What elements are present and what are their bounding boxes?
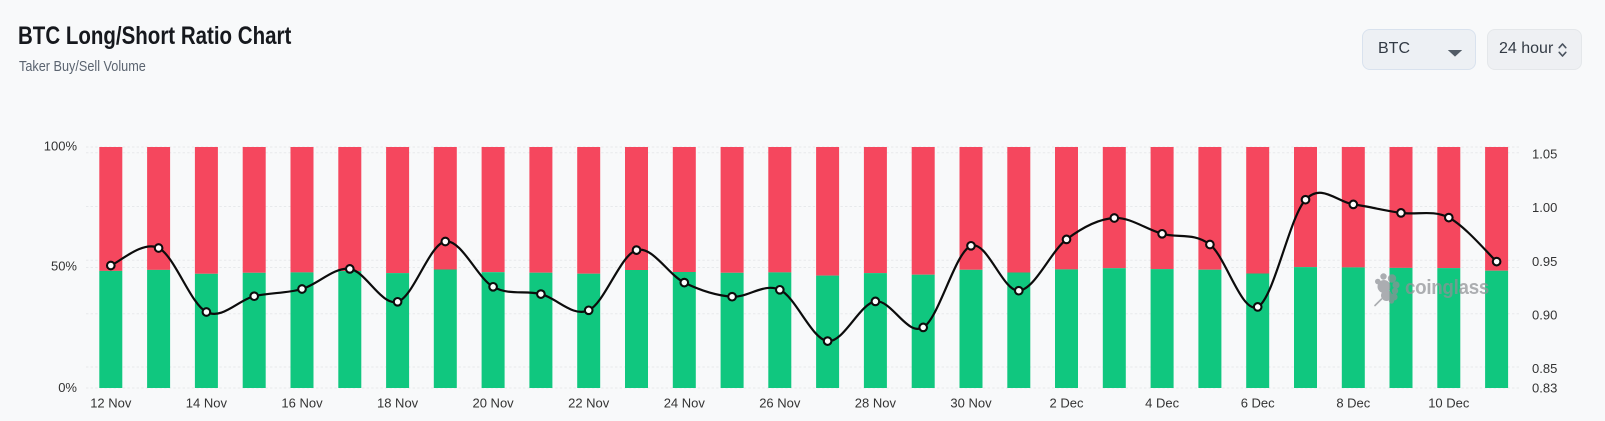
svg-text:0.83: 0.83 bbox=[1532, 380, 1557, 395]
svg-text:0.85: 0.85 bbox=[1532, 361, 1557, 376]
svg-text:6 Dec: 6 Dec bbox=[1241, 395, 1275, 410]
svg-text:20 Nov: 20 Nov bbox=[472, 395, 514, 410]
svg-text:18 Nov: 18 Nov bbox=[377, 395, 419, 410]
svg-text:0.95: 0.95 bbox=[1532, 254, 1557, 269]
svg-text:50%: 50% bbox=[51, 259, 77, 274]
svg-text:4 Dec: 4 Dec bbox=[1145, 395, 1179, 410]
svg-text:22 Nov: 22 Nov bbox=[568, 395, 610, 410]
svg-text:2 Dec: 2 Dec bbox=[1050, 395, 1084, 410]
svg-text:10 Dec: 10 Dec bbox=[1428, 395, 1470, 410]
svg-text:14 Nov: 14 Nov bbox=[186, 395, 228, 410]
svg-text:30 Nov: 30 Nov bbox=[950, 395, 992, 410]
svg-text:8 Dec: 8 Dec bbox=[1336, 395, 1370, 410]
svg-text:16 Nov: 16 Nov bbox=[281, 395, 323, 410]
svg-text:24 Nov: 24 Nov bbox=[664, 395, 706, 410]
svg-text:coinglass: coinglass bbox=[1405, 277, 1489, 299]
svg-text:28 Nov: 28 Nov bbox=[855, 395, 897, 410]
svg-text:1.00: 1.00 bbox=[1532, 200, 1557, 215]
svg-text:100%: 100% bbox=[44, 139, 78, 154]
svg-text:1.05: 1.05 bbox=[1532, 146, 1557, 161]
svg-text:12 Nov: 12 Nov bbox=[90, 395, 132, 410]
svg-text:0.90: 0.90 bbox=[1532, 307, 1557, 322]
svg-text:0%: 0% bbox=[58, 380, 77, 395]
svg-text:26 Nov: 26 Nov bbox=[759, 395, 801, 410]
